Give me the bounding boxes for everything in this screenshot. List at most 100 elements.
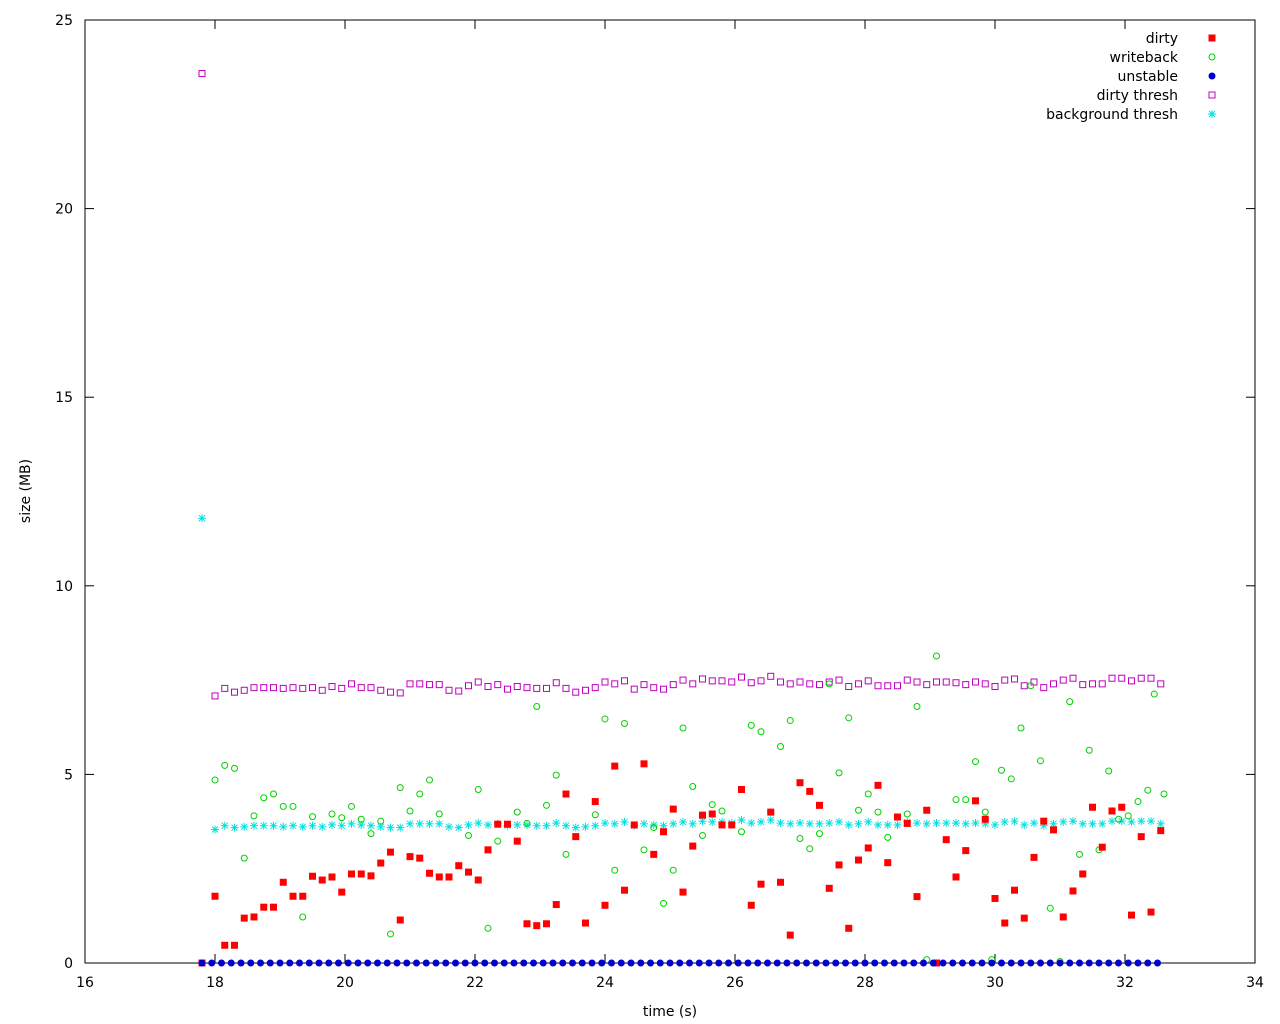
- background-thresh-point: [864, 817, 873, 826]
- unstable-point: [978, 959, 986, 967]
- writeback-point: [913, 703, 921, 711]
- dirty-point: [972, 797, 979, 805]
- dirty-point: [1147, 908, 1155, 916]
- dirty-point: [221, 941, 229, 949]
- unstable-point: [198, 959, 206, 967]
- writeback-point: [835, 769, 843, 777]
- legend-label-dirty-thresh: dirty thresh: [1097, 88, 1178, 104]
- background-thresh-point: [610, 819, 619, 828]
- writeback-point: [708, 801, 716, 809]
- unstable-point: [1134, 959, 1142, 967]
- background-thresh-point: [874, 820, 882, 829]
- dirty-thresh-point: [1108, 674, 1116, 682]
- dirty-thresh-point: [708, 677, 716, 685]
- background-thresh-point: [601, 819, 609, 828]
- unstable-point: [1046, 959, 1054, 967]
- axis-tick-labels: 16 18 20 22 24 26 28 30 32 34 0 5 10 15 20 25: [55, 13, 1264, 991]
- writeback-point: [465, 832, 472, 840]
- unstable-point: [403, 959, 411, 967]
- x-tick-label: 26: [726, 975, 744, 991]
- unstable-point: [656, 959, 664, 967]
- background-thresh-point: [952, 819, 960, 828]
- y-tick-label: 20: [55, 202, 73, 218]
- dirty-point: [894, 813, 901, 821]
- background-thresh-point: [445, 822, 453, 831]
- dirty-thresh-point: [835, 676, 843, 684]
- writeback-point: [552, 771, 560, 779]
- background-thresh-point: [396, 823, 405, 832]
- background-thresh-point: [1020, 820, 1029, 829]
- unstable-point: [471, 959, 479, 967]
- dirty-point: [1030, 853, 1038, 861]
- background-thresh-point: [425, 819, 434, 828]
- writeback-point: [1037, 757, 1044, 765]
- dirty-thresh-point: [1098, 680, 1106, 688]
- dirty-thresh-point: [260, 684, 268, 692]
- dirty-thresh-point: [1089, 680, 1096, 688]
- dirty-point: [825, 884, 833, 892]
- dirty-thresh-point: [338, 684, 346, 692]
- dirty-point: [806, 787, 814, 795]
- dirty-point: [387, 848, 394, 856]
- dirty-thresh-point: [923, 681, 931, 689]
- unstable-point: [744, 959, 752, 967]
- dirty-point: [757, 880, 765, 888]
- background-thresh-point: [1010, 817, 1019, 826]
- dirty-point: [1059, 913, 1067, 921]
- dirty-thresh-point: [894, 682, 901, 690]
- unstable-point: [1056, 959, 1064, 967]
- background-thresh-point: [513, 820, 522, 829]
- unstable-point: [383, 959, 391, 967]
- dirty-thresh-point: [504, 685, 511, 693]
- axis-ticks: [84, 19, 1256, 964]
- x-tick-label: 22: [466, 975, 484, 991]
- writeback-point: [825, 680, 833, 688]
- unstable-point: [315, 959, 323, 967]
- dirty-thresh-point: [455, 687, 463, 695]
- background-thresh-point: [532, 821, 541, 830]
- unstable-point: [637, 959, 645, 967]
- writeback-point: [387, 930, 394, 938]
- writeback-point: [1046, 904, 1054, 912]
- dirty-point: [260, 903, 268, 911]
- background-thresh-point: [1147, 817, 1155, 826]
- dirty-thresh-point: [913, 678, 921, 686]
- dirty-point: [435, 873, 443, 881]
- background-thresh-point: [298, 822, 307, 831]
- dirty-thresh-point: [874, 682, 882, 690]
- dirty-point: [952, 873, 960, 881]
- writeback-point: [650, 824, 658, 832]
- background-thresh-point: [289, 821, 297, 830]
- background-thresh-point: [367, 821, 375, 830]
- background-thresh-point: [435, 819, 444, 828]
- background-thresh-point: [230, 823, 239, 832]
- dirty-point: [572, 833, 580, 841]
- dirty-point: [913, 893, 921, 901]
- background-thresh-point: [259, 821, 268, 830]
- dirty-point: [416, 854, 424, 862]
- unstable-point: [1037, 959, 1044, 967]
- background-thresh-point: [484, 820, 492, 829]
- unstable-point: [929, 959, 937, 967]
- unstable-point: [988, 959, 996, 967]
- dirty-point: [786, 931, 794, 939]
- dirty-thresh-point: [621, 677, 628, 685]
- background-thresh-point: [406, 819, 414, 828]
- dirty-thresh-point: [299, 684, 307, 692]
- dirty-thresh-point: [309, 684, 316, 692]
- background-thresh-point: [198, 514, 206, 523]
- dirty-thresh-point: [1050, 680, 1057, 688]
- legend-label-background-thresh: background thresh: [1046, 107, 1178, 123]
- unstable-point: [793, 959, 801, 967]
- dirty-thresh-point: [767, 672, 775, 680]
- background-thresh-point: [815, 819, 824, 828]
- unstable-point: [939, 959, 947, 967]
- dirty-point: [279, 878, 287, 886]
- background-thresh-point: [786, 819, 795, 828]
- x-axis-title: time (s): [643, 1004, 697, 1020]
- unstable-point: [608, 959, 615, 967]
- legend-label-unstable: unstable: [1118, 69, 1179, 85]
- legend: dirty writeback unstable dirty thresh backgr…: [1046, 31, 1216, 123]
- background-thresh-point: [991, 820, 999, 829]
- dirty-thresh-point: [289, 684, 297, 692]
